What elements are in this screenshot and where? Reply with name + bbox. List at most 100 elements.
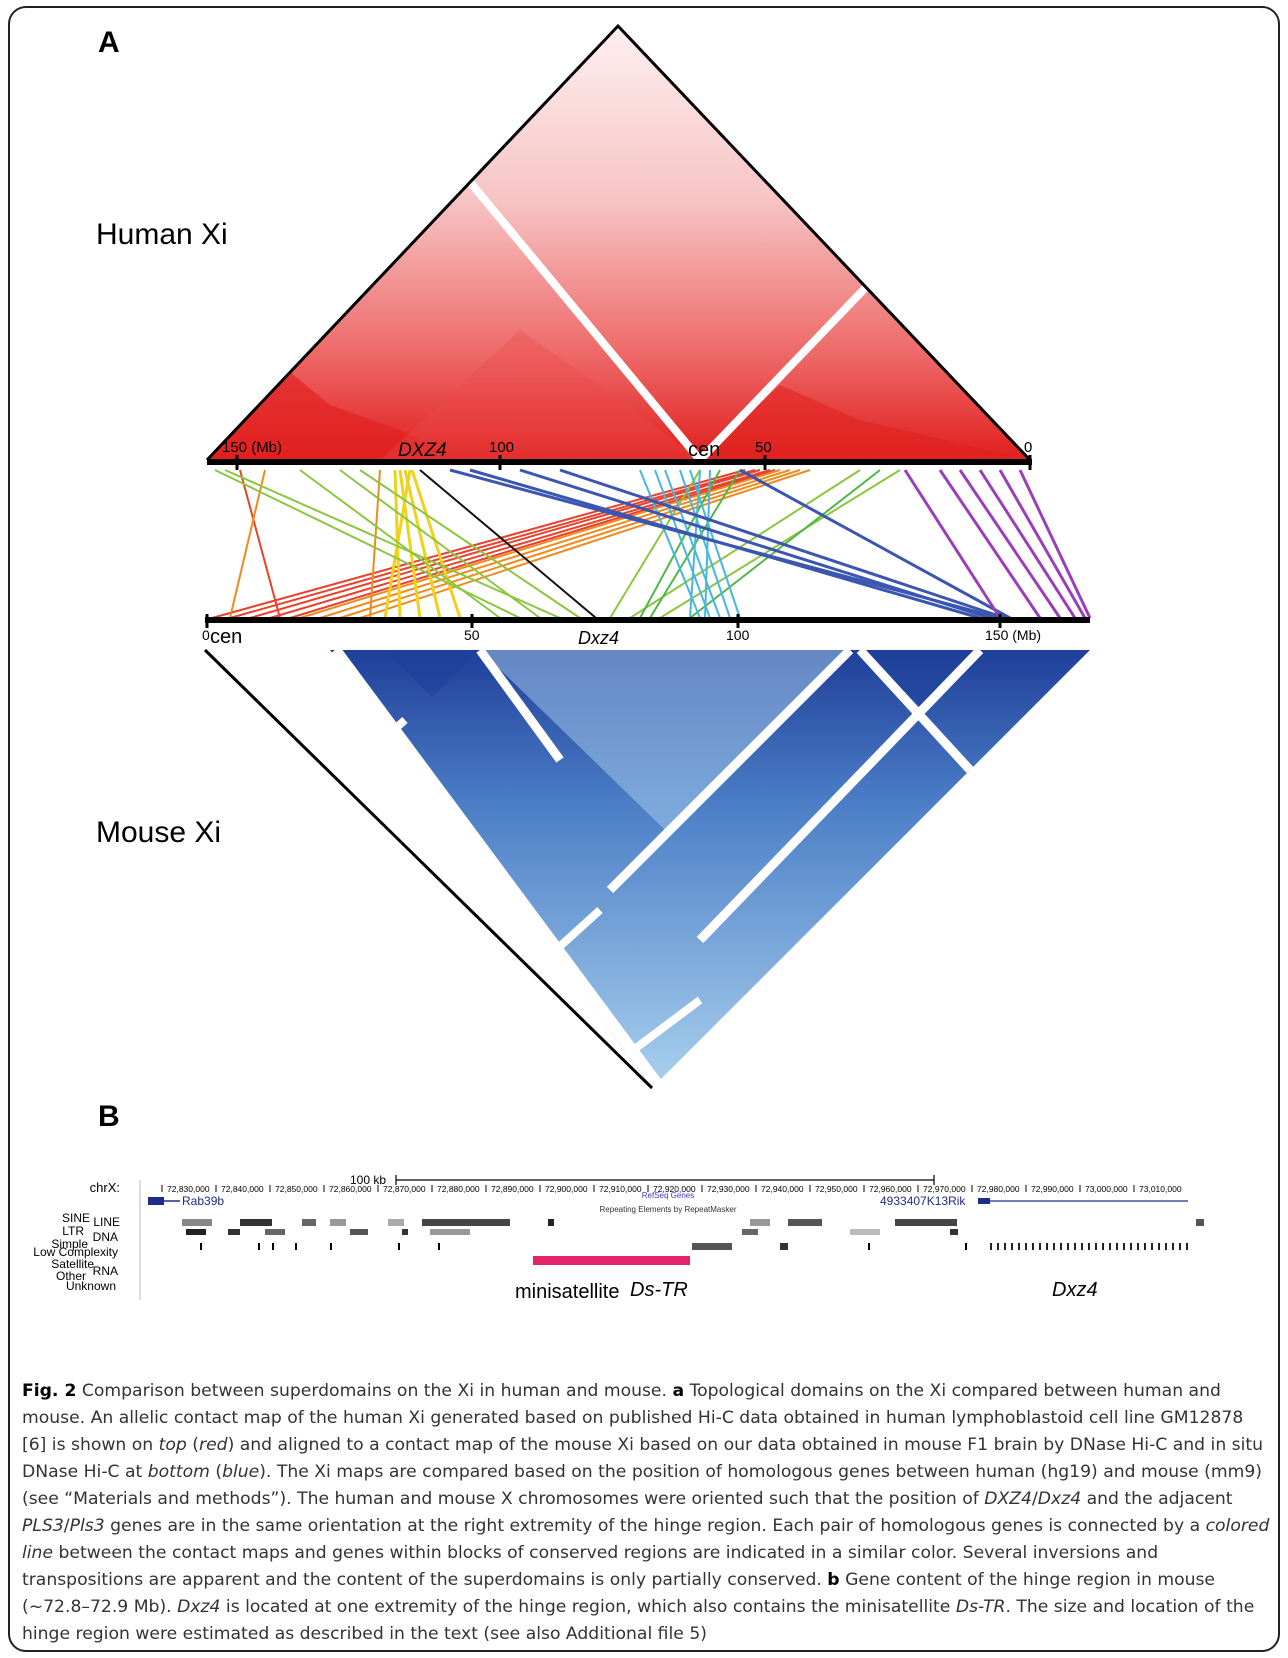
repeat-element (265, 1229, 285, 1235)
repeat-class-label: Unknown (66, 1279, 116, 1293)
mouse-tick-150: 150 (Mb) (985, 627, 1041, 643)
repeat-element (438, 1243, 440, 1250)
repeat-element (1196, 1219, 1204, 1226)
repeat-element (1130, 1243, 1132, 1250)
repeat-element (868, 1243, 870, 1250)
browser-chrom-label: chrX: (90, 1180, 120, 1195)
repeat-element (228, 1229, 240, 1235)
mouse-cen-label: cen (210, 626, 242, 648)
coordinate-label: 72,870,000 (383, 1184, 426, 1194)
coordinate-label: 72,890,000 (491, 1184, 534, 1194)
repeat-element (965, 1243, 967, 1250)
repeat-element (1137, 1243, 1139, 1250)
repeat-element (1172, 1243, 1174, 1250)
repeat-class-label: LINE (93, 1215, 120, 1229)
repeat-element (240, 1219, 272, 1226)
repeat-element (1081, 1243, 1083, 1250)
human-tick-100: 100 (489, 439, 514, 456)
figure-frame (8, 6, 1280, 1652)
browser-coordinates: 72,830,000 72,840,000 72,850,000 72,860,000… (161, 1184, 1182, 1194)
repeatmasker-track-label: Repeating Elements by RepeatMasker (600, 1205, 737, 1214)
mouse-xi-label: Mouse Xi (96, 816, 222, 849)
coordinate-label: 72,930,000 (707, 1184, 750, 1194)
repeat-element (780, 1243, 788, 1250)
repeat-class-label: RNA (93, 1264, 118, 1278)
gene-4933407k13rik: 4933407K13Rik (880, 1194, 966, 1208)
dxz4-browser-label: Dxz4 (1052, 1279, 1098, 1301)
coordinate-label: 72,850,000 (275, 1184, 318, 1194)
coordinate-label: 72,860,000 (329, 1184, 372, 1194)
repeat-element (1053, 1243, 1055, 1250)
human-contact-map (205, 23, 1032, 463)
repeat-element (430, 1229, 470, 1235)
repeat-element (1165, 1243, 1167, 1250)
coordinate-label: 72,840,000 (221, 1184, 264, 1194)
mouse-tick-100: 100 (726, 627, 750, 643)
human-cen-label: cen (688, 439, 720, 461)
repeat-element (350, 1229, 368, 1235)
mouse-contact-map (203, 646, 1090, 1092)
human-xi-label: Human Xi (96, 218, 228, 251)
repeat-element (302, 1219, 316, 1226)
repeat-element (1067, 1243, 1069, 1250)
repeat-element (788, 1219, 822, 1226)
repeat-element (1179, 1243, 1181, 1250)
coordinate-label: 72,910,000 (599, 1184, 642, 1194)
repeat-class-label: Simple (51, 1237, 88, 1251)
repeat-element (1039, 1243, 1041, 1250)
coordinate-label: 72,970,000 (923, 1184, 966, 1194)
repeat-element (1144, 1243, 1146, 1250)
minisatellite-track (533, 1256, 690, 1265)
repeat-element (548, 1219, 554, 1226)
repeat-element (422, 1219, 510, 1226)
repeat-element (1046, 1243, 1048, 1250)
repeat-element (1186, 1243, 1188, 1250)
repeat-element (1060, 1243, 1062, 1250)
human-tick-0: 0 (1024, 439, 1032, 456)
repeat-element (1109, 1243, 1111, 1250)
repeat-element (186, 1229, 206, 1235)
human-tick-150: 150 (Mb) (222, 439, 282, 456)
repeat-class-label: SINE (62, 1211, 90, 1225)
coordinate-label: 73,000,000 (1085, 1184, 1128, 1194)
repeat-element (398, 1243, 400, 1250)
panel-label-b: B (98, 1100, 120, 1133)
repeat-class-label: Other (56, 1269, 86, 1283)
mouse-gene-label: Dxz4 (578, 628, 619, 648)
coordinate-label: 72,830,000 (167, 1184, 210, 1194)
repeat-element (1151, 1243, 1153, 1250)
repeat-element (295, 1243, 297, 1250)
figure-caption: Fig. 2 Comparison between superdomains o… (22, 1381, 1270, 1644)
coordinate-label: 73,010,000 (1139, 1184, 1182, 1194)
ds-tr-label: Ds-TR (630, 1279, 688, 1301)
repeat-element (402, 1229, 408, 1235)
repeat-element (1123, 1243, 1125, 1250)
repeat-element (1018, 1243, 1020, 1250)
repeat-element (750, 1219, 770, 1226)
repeat-element (200, 1243, 202, 1250)
repeat-element (1095, 1243, 1097, 1250)
mouse-tick-0: 0 (202, 627, 210, 643)
repeat-element (388, 1219, 404, 1226)
coordinate-label: 72,900,000 (545, 1184, 588, 1194)
coordinate-label: 72,950,000 (815, 1184, 858, 1194)
repeat-element (1116, 1243, 1118, 1250)
repeat-element (692, 1243, 732, 1250)
coordinate-label: 72,920,000 (653, 1184, 696, 1194)
repeat-element (742, 1229, 758, 1235)
minisatellite-label: minisatellite (515, 1281, 619, 1303)
repeat-element (258, 1243, 260, 1250)
human-gene-label: DXZ4 (398, 440, 447, 461)
browser-scale-label: 100 kb (350, 1173, 386, 1187)
repeat-element (1011, 1243, 1013, 1250)
repeat-class-label: LTR (62, 1224, 84, 1238)
mouse-tick-50: 50 (464, 627, 480, 643)
repeat-class-label: DNA (93, 1230, 118, 1244)
repeat-element (1032, 1243, 1034, 1250)
repeat-element (950, 1229, 958, 1235)
repeat-element (1074, 1243, 1076, 1250)
repeat-tracks (182, 1219, 1204, 1250)
coordinate-label: 72,960,000 (869, 1184, 912, 1194)
repeat-element (182, 1219, 212, 1226)
